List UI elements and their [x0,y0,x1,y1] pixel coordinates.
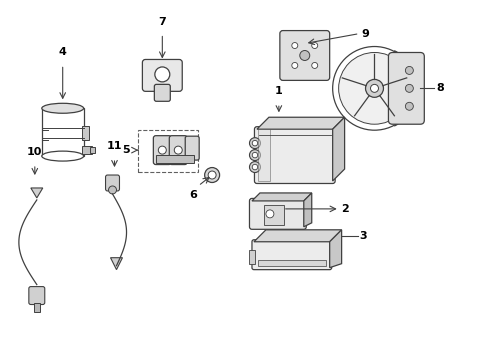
Circle shape [265,210,273,218]
Ellipse shape [41,151,83,161]
Circle shape [249,138,260,149]
Circle shape [332,46,415,130]
Text: 10: 10 [27,147,42,157]
Circle shape [405,84,412,92]
Text: 8: 8 [435,84,443,93]
FancyBboxPatch shape [154,84,170,101]
Circle shape [108,186,116,194]
Bar [89,147,94,153]
Text: 2: 2 [341,204,348,214]
Polygon shape [253,230,341,242]
FancyBboxPatch shape [254,127,334,184]
Circle shape [405,102,412,110]
Text: 6: 6 [189,190,197,200]
Circle shape [208,171,216,179]
Ellipse shape [41,103,83,113]
Text: 1: 1 [274,86,282,96]
Bar [81,126,88,140]
Circle shape [204,167,219,183]
FancyBboxPatch shape [249,198,305,229]
Text: 11: 11 [106,141,122,151]
Bar [264,205,283,225]
Circle shape [249,150,260,161]
Circle shape [338,53,409,124]
Polygon shape [251,193,311,201]
Circle shape [311,42,317,49]
Bar [138,130,198,172]
FancyBboxPatch shape [169,136,187,165]
Circle shape [158,146,166,154]
Text: 9: 9 [361,28,368,39]
FancyBboxPatch shape [185,136,199,160]
Circle shape [311,62,317,68]
FancyBboxPatch shape [251,240,331,270]
FancyBboxPatch shape [142,59,182,91]
Circle shape [299,50,309,60]
Circle shape [291,42,297,49]
Polygon shape [332,117,344,181]
Circle shape [405,67,412,75]
Circle shape [291,62,297,68]
Bar [41,108,83,156]
Text: 7: 7 [158,17,166,27]
Polygon shape [329,230,341,268]
Bar [156,155,194,163]
Text: 3: 3 [359,231,366,241]
Polygon shape [303,193,311,227]
Circle shape [252,164,257,170]
FancyBboxPatch shape [29,287,45,305]
FancyBboxPatch shape [153,136,171,165]
Bar [258,260,325,266]
Bar [258,129,269,181]
Bar [81,146,91,154]
Polygon shape [110,258,122,270]
FancyBboxPatch shape [387,53,424,124]
Polygon shape [31,188,42,198]
Polygon shape [256,117,344,129]
Circle shape [252,140,257,146]
Circle shape [249,162,260,172]
Text: 4: 4 [59,48,66,58]
Text: 5: 5 [122,145,129,155]
FancyBboxPatch shape [105,175,119,191]
FancyBboxPatch shape [279,31,329,80]
Circle shape [174,146,182,154]
Bar [248,250,254,264]
Bar [34,302,40,312]
Circle shape [252,152,257,158]
Circle shape [365,80,383,97]
Circle shape [155,67,169,82]
Circle shape [370,84,378,92]
